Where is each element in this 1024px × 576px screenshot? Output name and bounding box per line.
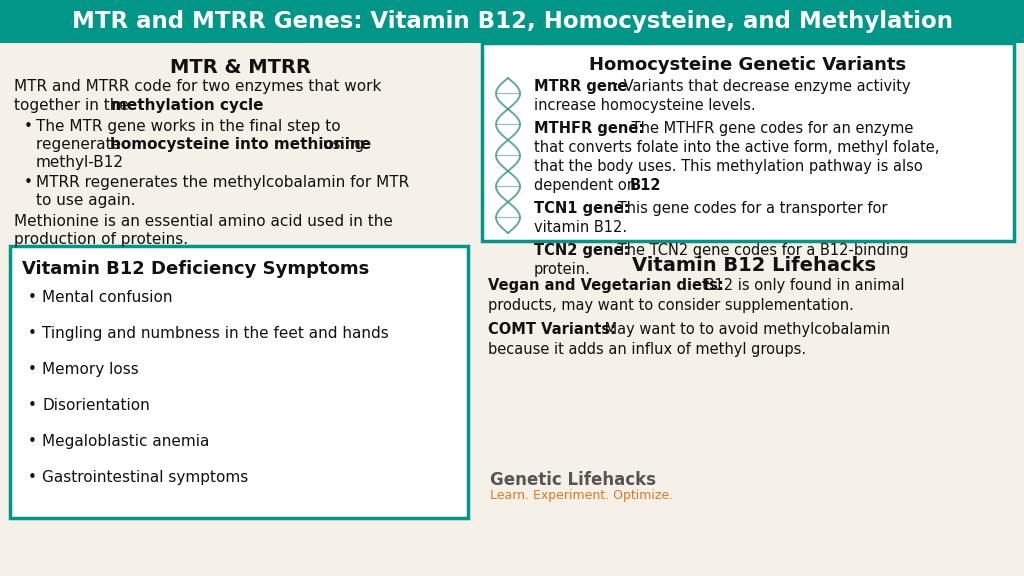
Text: The MTR gene works in the final step to: The MTR gene works in the final step to bbox=[36, 119, 341, 134]
Text: B12: B12 bbox=[630, 178, 662, 193]
Text: increase homocysteine levels.: increase homocysteine levels. bbox=[534, 98, 756, 113]
Text: •: • bbox=[28, 326, 37, 341]
Text: homocysteine into methionine: homocysteine into methionine bbox=[110, 137, 371, 152]
Text: The MTHFR gene codes for an enzyme: The MTHFR gene codes for an enzyme bbox=[627, 121, 913, 136]
Text: Tingling and numbness in the feet and hands: Tingling and numbness in the feet and ha… bbox=[42, 326, 389, 341]
Text: vitamin B12.: vitamin B12. bbox=[534, 220, 627, 235]
Text: Mental confusion: Mental confusion bbox=[42, 290, 172, 305]
Text: .: . bbox=[654, 178, 658, 193]
Text: Methionine is an essential amino acid used in the: Methionine is an essential amino acid us… bbox=[14, 214, 393, 229]
Text: using: using bbox=[318, 137, 365, 152]
Text: methylation cycle: methylation cycle bbox=[111, 98, 263, 113]
Text: The TCN2 gene codes for a B12-binding: The TCN2 gene codes for a B12-binding bbox=[613, 243, 908, 258]
Text: MTR and MTRR code for two enzymes that work: MTR and MTRR code for two enzymes that w… bbox=[14, 79, 381, 94]
Text: Gastrointestinal symptoms: Gastrointestinal symptoms bbox=[42, 470, 248, 485]
Text: dependent on: dependent on bbox=[534, 178, 641, 193]
Text: •: • bbox=[24, 119, 33, 134]
Text: Vitamin B12 Deficiency Symptoms: Vitamin B12 Deficiency Symptoms bbox=[22, 260, 370, 278]
Text: MTR and MTRR Genes: Vitamin B12, Homocysteine, and Methylation: MTR and MTRR Genes: Vitamin B12, Homocys… bbox=[72, 10, 952, 33]
FancyBboxPatch shape bbox=[0, 0, 1024, 43]
Text: production of proteins.: production of proteins. bbox=[14, 232, 188, 247]
Text: that the body uses. This methylation pathway is also: that the body uses. This methylation pat… bbox=[534, 159, 923, 174]
Text: .: . bbox=[243, 98, 248, 113]
Text: because it adds an influx of methyl groups.: because it adds an influx of methyl grou… bbox=[488, 342, 806, 357]
Text: that converts folate into the active form, methyl folate,: that converts folate into the active for… bbox=[534, 140, 939, 155]
Text: •: • bbox=[24, 175, 33, 190]
Text: together in the: together in the bbox=[14, 98, 134, 113]
Text: Megaloblastic anemia: Megaloblastic anemia bbox=[42, 434, 209, 449]
Text: MTRR regenerates the methylcobalamin for MTR: MTRR regenerates the methylcobalamin for… bbox=[36, 175, 410, 190]
Text: •: • bbox=[28, 362, 37, 377]
Text: Learn. Experiment. Optimize.: Learn. Experiment. Optimize. bbox=[490, 489, 673, 502]
Text: Vitamin B12 Lifehacks: Vitamin B12 Lifehacks bbox=[632, 256, 876, 275]
Text: to use again.: to use again. bbox=[36, 193, 135, 208]
FancyBboxPatch shape bbox=[482, 43, 1014, 241]
Text: This gene codes for a transporter for: This gene codes for a transporter for bbox=[613, 201, 888, 216]
Text: Memory loss: Memory loss bbox=[42, 362, 138, 377]
Text: •: • bbox=[28, 290, 37, 305]
FancyBboxPatch shape bbox=[10, 246, 468, 518]
Text: regenerate: regenerate bbox=[36, 137, 126, 152]
Text: Vegan and Vegetarian diets:: Vegan and Vegetarian diets: bbox=[488, 278, 724, 293]
Text: TCN2 gene:: TCN2 gene: bbox=[534, 243, 630, 258]
Text: TCN1 gene:: TCN1 gene: bbox=[534, 201, 630, 216]
Text: Disorientation: Disorientation bbox=[42, 398, 150, 413]
Text: COMT Variants:: COMT Variants: bbox=[488, 322, 616, 337]
Text: : Variants that decrease enzyme activity: : Variants that decrease enzyme activity bbox=[614, 79, 910, 94]
Text: Genetic Lifehacks: Genetic Lifehacks bbox=[490, 471, 656, 489]
Text: MTRR gene: MTRR gene bbox=[534, 79, 628, 94]
Text: Homocysteine Genetic Variants: Homocysteine Genetic Variants bbox=[590, 56, 906, 74]
Text: •: • bbox=[28, 434, 37, 449]
Text: MTR & MTRR: MTR & MTRR bbox=[170, 58, 310, 77]
Text: products, may want to consider supplementation.: products, may want to consider supplemen… bbox=[488, 298, 854, 313]
Text: methyl-B12: methyl-B12 bbox=[36, 155, 124, 170]
Text: protein.: protein. bbox=[534, 262, 591, 277]
Text: May want to to avoid methylcobalamin: May want to to avoid methylcobalamin bbox=[600, 322, 890, 337]
Text: •: • bbox=[28, 398, 37, 413]
Text: •: • bbox=[28, 470, 37, 485]
Text: B12 is only found in animal: B12 is only found in animal bbox=[700, 278, 904, 293]
Text: MTHFR gene:: MTHFR gene: bbox=[534, 121, 644, 136]
